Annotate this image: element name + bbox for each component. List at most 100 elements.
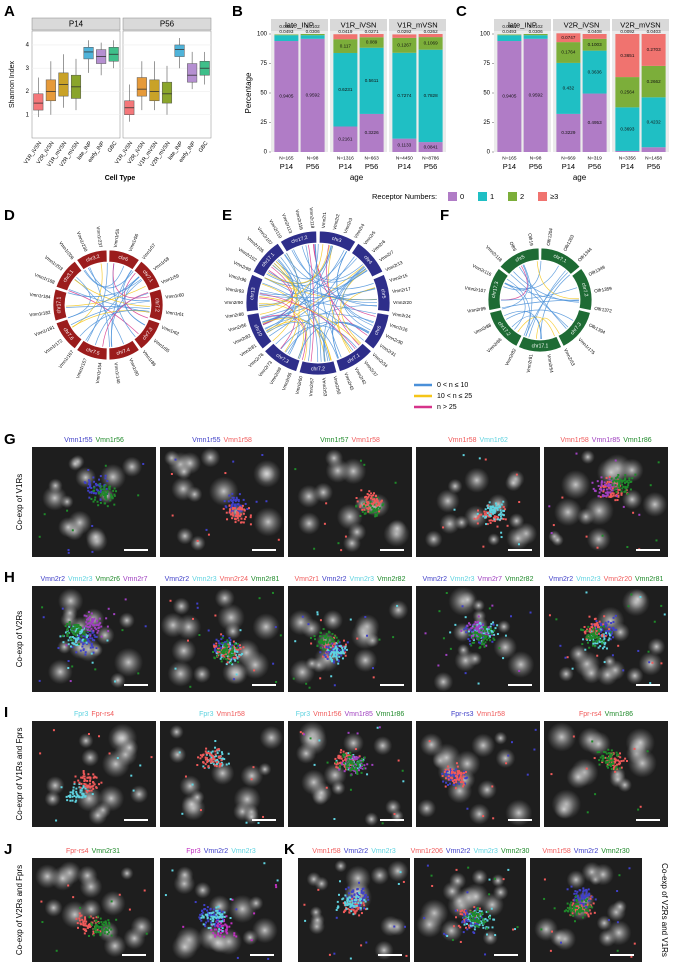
signal-dot: [333, 662, 335, 664]
signal-dot: [351, 766, 353, 768]
signal-dot: [234, 660, 236, 662]
signal-dot: [182, 926, 184, 928]
signal-dot: [599, 764, 601, 766]
signal-dot: [108, 931, 110, 933]
signal-dot: [476, 918, 478, 920]
signal-dot: [243, 499, 245, 501]
signal-dot: [585, 904, 587, 906]
gene-label: Vmn2r17: [392, 286, 412, 294]
signal-dot: [603, 640, 605, 642]
signal-dot: [633, 748, 635, 750]
signal-dot: [175, 668, 177, 670]
signal-dot: [501, 504, 503, 506]
signal-dot: [396, 605, 398, 607]
signal-dot: [445, 777, 447, 779]
signal-dot: [489, 607, 491, 609]
signal-dot: [314, 638, 316, 640]
signal-dot: [92, 630, 94, 632]
micrograph: [288, 586, 412, 692]
signal-dot: [462, 781, 464, 783]
signal-dot: [461, 910, 463, 912]
signal-dot: [478, 624, 480, 626]
signal-dot: [582, 903, 584, 905]
signal-dot: [336, 917, 338, 919]
legend-title: Receptor Numbers:: [372, 192, 437, 201]
value-label: 0.1069: [424, 41, 438, 46]
signal-dot: [586, 536, 588, 538]
signal-dot: [382, 503, 384, 505]
gene-label: Vmn1r184: [29, 292, 51, 300]
signal-dot: [100, 502, 102, 504]
signal-dot: [203, 917, 205, 919]
micrograph: [288, 721, 412, 827]
signal-dot: [484, 921, 486, 923]
signal-dot: [650, 484, 652, 486]
nucleus: [120, 739, 138, 757]
signal-dot: [351, 754, 353, 756]
value-label: 0.3636: [588, 69, 602, 74]
signal-dot: [214, 765, 216, 767]
channel-label: Vmn2r2: [40, 576, 65, 583]
signal-dot: [339, 757, 341, 759]
signal-dot: [215, 753, 217, 755]
signal-dot: [108, 927, 110, 929]
signal-dot: [502, 510, 504, 512]
nucleus: [507, 651, 534, 678]
gene-label: Vmn2r113: [281, 213, 293, 235]
chromosome-label: chr7.2: [154, 298, 160, 312]
signal-dot: [93, 634, 95, 636]
signal-dot: [233, 654, 235, 656]
signal-dot: [602, 757, 604, 759]
signal-dot: [337, 641, 339, 643]
signal-dot: [72, 529, 74, 531]
signal-dot: [233, 499, 235, 501]
signal-dot: [507, 755, 509, 757]
signal-dot: [466, 915, 468, 917]
signal-dot: [348, 887, 350, 889]
signal-dot: [305, 683, 307, 685]
signal-dot: [398, 883, 400, 885]
signal-dot: [491, 785, 493, 787]
signal-dot: [627, 493, 629, 495]
signal-dot: [105, 617, 107, 619]
signal-dot: [75, 918, 77, 920]
channel-label: Vmn1r58: [217, 711, 246, 718]
signal-dot: [363, 503, 365, 505]
signal-dot: [462, 785, 464, 787]
signal-dot: [427, 865, 429, 867]
signal-dot: [607, 485, 609, 487]
signal-dot: [106, 925, 108, 927]
box: [46, 80, 56, 101]
signal-dot: [616, 752, 618, 754]
signal-dot: [466, 923, 468, 925]
signal-dot: [348, 756, 350, 758]
x-tick-label: P56: [306, 162, 319, 171]
signal-dot: [215, 643, 217, 645]
signal-dot: [568, 908, 570, 910]
signal-dot: [358, 882, 360, 884]
signal-dot: [363, 764, 365, 766]
signal-dot: [360, 460, 362, 462]
signal-dot: [332, 638, 334, 640]
value-label: 0.3226: [365, 130, 379, 135]
signal-dot: [360, 907, 362, 909]
signal-dot: [104, 477, 106, 479]
signal-dot: [604, 484, 606, 486]
y-tick-label: 2: [26, 89, 30, 95]
box: [84, 47, 94, 59]
signal-dot: [596, 623, 598, 625]
x-tick-label: GBC: [198, 141, 210, 154]
signal-dot: [625, 490, 627, 492]
signal-dot: [483, 630, 485, 632]
channel-label: Vmn1r206: [411, 848, 443, 855]
signal-dot: [229, 504, 231, 506]
gene-label: Vmn1r85: [153, 338, 171, 354]
signal-dot: [376, 498, 378, 500]
signal-dot: [80, 650, 82, 652]
channel-label: Vmn1r58: [477, 711, 506, 718]
signal-dot: [597, 626, 599, 628]
signal-dot: [445, 769, 447, 771]
signal-dot: [224, 916, 226, 918]
signal-dot: [485, 630, 487, 632]
signal-dot: [373, 502, 375, 504]
